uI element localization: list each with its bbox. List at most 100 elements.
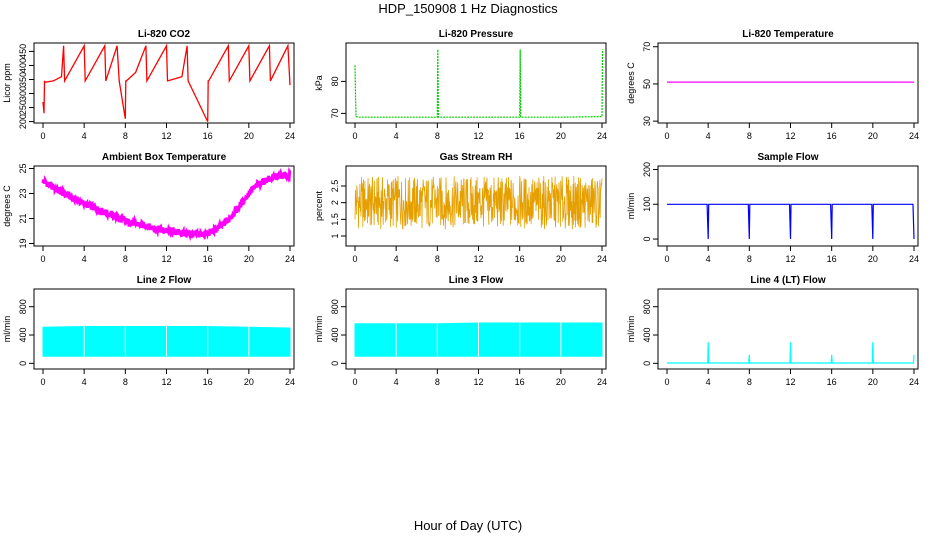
plot-frame	[345, 165, 607, 247]
x-tick-label: 16	[515, 377, 525, 387]
panel-7: Line 2 Flow ml/min 0 4 8 12 16 20 24 0 400 800	[2, 275, 295, 387]
x-tick-label: 8	[435, 131, 440, 141]
x-tick-label: 12	[473, 254, 483, 264]
y-tick-label: 200	[642, 162, 652, 177]
x-tick-label: 16	[203, 131, 213, 141]
x-tick-label: 8	[123, 131, 128, 141]
x-tick-label: 12	[473, 377, 483, 387]
x-tick-label: 4	[394, 377, 399, 387]
panel-title: Line 3 Flow	[449, 275, 504, 286]
plot-frame	[657, 42, 919, 124]
y-tick-label: 2	[330, 200, 340, 205]
y-tick-label: 400	[18, 58, 28, 73]
x-tick-label: 16	[515, 131, 525, 141]
y-tick-label: 400	[18, 328, 28, 343]
y-axis-label: percent	[314, 190, 324, 221]
panel-title: Li-820 Temperature	[742, 29, 834, 40]
x-tick-label: 8	[435, 377, 440, 387]
plot-frame	[33, 42, 295, 124]
panel-title: Line 2 Flow	[137, 275, 192, 286]
x-tick-label: 0	[664, 131, 669, 141]
x-tick-label: 16	[203, 377, 213, 387]
figure-xlabel: Hour of Day (UTC)	[413, 518, 523, 533]
plot-frame	[345, 42, 607, 124]
x-tick-label: 8	[123, 254, 128, 264]
x-tick-label: 8	[123, 377, 128, 387]
x-tick-label: 20	[244, 131, 254, 141]
x-tick-label: 4	[706, 377, 711, 387]
x-tick-label: 20	[244, 254, 254, 264]
y-tick-label: 800	[642, 299, 652, 314]
y-axis-label: degrees C	[2, 185, 12, 227]
x-tick-label: 20	[244, 377, 254, 387]
plot-frame	[657, 288, 919, 370]
y-tick-label: 800	[330, 299, 340, 314]
x-tick-label: 16	[203, 254, 213, 264]
plot-frame	[345, 288, 607, 370]
x-tick-label: 20	[868, 377, 878, 387]
x-tick-label: 12	[785, 254, 795, 264]
y-tick-label: 350	[18, 72, 28, 87]
x-tick-label: 24	[597, 254, 607, 264]
panel-3: Li-820 Temperature degrees C 0 4 8 12 16 20 24 30…	[626, 29, 919, 141]
y-tick-label: 80	[330, 76, 340, 86]
x-tick-label: 12	[785, 377, 795, 387]
x-tick-label: 24	[285, 131, 295, 141]
x-tick-label: 0	[664, 377, 669, 387]
x-tick-label: 8	[747, 377, 752, 387]
y-tick-label: 400	[642, 328, 652, 343]
y-tick-label: 23	[18, 188, 28, 198]
panel-title: Li-820 CO2	[138, 29, 191, 40]
y-tick-label: 400	[330, 328, 340, 343]
y-axis-label: Licor ppm	[2, 63, 12, 103]
y-axis-label: degrees C	[626, 62, 636, 104]
x-tick-label: 0	[352, 131, 357, 141]
x-tick-label: 8	[747, 131, 752, 141]
y-tick-label: 30	[642, 116, 652, 126]
y-tick-label: 50	[642, 79, 652, 89]
plot-frame	[657, 165, 919, 247]
panel-4: Ambient Box Temperature degrees C 0 4 8 12 16 2…	[2, 152, 295, 264]
panel-8: Line 3 Flow ml/min 0 4 8 12 16 20 24 0 400 800	[314, 275, 607, 387]
y-tick-label: 1.5	[330, 213, 340, 226]
y-tick-label: 70	[330, 108, 340, 118]
figure-title: HDP_150908 1 Hz Diagnostics	[378, 1, 558, 16]
y-tick-label: 1	[330, 233, 340, 238]
x-tick-label: 8	[435, 254, 440, 264]
panel-title: Line 4 (LT) Flow	[750, 275, 826, 286]
x-tick-label: 24	[909, 254, 919, 264]
x-tick-label: 12	[161, 254, 171, 264]
x-tick-label: 12	[785, 131, 795, 141]
y-tick-label: 2.5	[330, 180, 340, 193]
x-tick-label: 0	[40, 254, 45, 264]
y-tick-label: 450	[18, 44, 28, 59]
series-line	[667, 203, 915, 240]
y-tick-label: 19	[18, 238, 28, 248]
y-tick-label: 250	[18, 100, 28, 115]
x-tick-label: 24	[597, 377, 607, 387]
y-axis-label: ml/min	[314, 316, 324, 343]
x-tick-label: 16	[827, 254, 837, 264]
y-tick-label: 0	[330, 361, 340, 366]
x-tick-label: 20	[556, 377, 566, 387]
y-axis-label: kPa	[314, 75, 324, 91]
x-tick-label: 0	[664, 254, 669, 264]
x-tick-label: 20	[868, 254, 878, 264]
y-tick-label: 21	[18, 213, 28, 223]
panel-title: Ambient Box Temperature	[102, 152, 227, 163]
x-tick-label: 16	[827, 377, 837, 387]
y-tick-label: 100	[642, 197, 652, 212]
x-tick-label: 4	[706, 254, 711, 264]
plot-frame	[33, 165, 295, 247]
panel-title: Gas Stream RH	[440, 152, 513, 163]
panel-9: Line 4 (LT) Flow ml/min 0 4 8 12 16 20 24 0 400 800	[626, 275, 919, 387]
series-line	[354, 49, 604, 118]
y-tick-label: 0	[642, 237, 652, 242]
x-tick-label: 4	[394, 254, 399, 264]
x-tick-label: 24	[285, 254, 295, 264]
x-tick-label: 20	[868, 131, 878, 141]
x-tick-label: 0	[352, 254, 357, 264]
panel-6: Sample Flow ml/min 0 4 8 12 16 20 24 0 100 200	[626, 152, 919, 264]
x-tick-label: 24	[909, 131, 919, 141]
x-tick-label: 12	[473, 131, 483, 141]
